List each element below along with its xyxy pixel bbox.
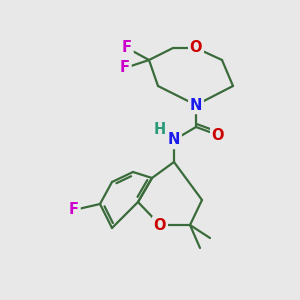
Text: N: N (168, 133, 180, 148)
Text: F: F (120, 61, 130, 76)
Text: F: F (69, 202, 79, 217)
Text: F: F (122, 40, 132, 56)
Text: O: O (190, 40, 202, 56)
Text: N: N (190, 98, 202, 112)
Text: H: H (154, 122, 166, 137)
Text: O: O (154, 218, 166, 232)
Text: O: O (212, 128, 224, 142)
